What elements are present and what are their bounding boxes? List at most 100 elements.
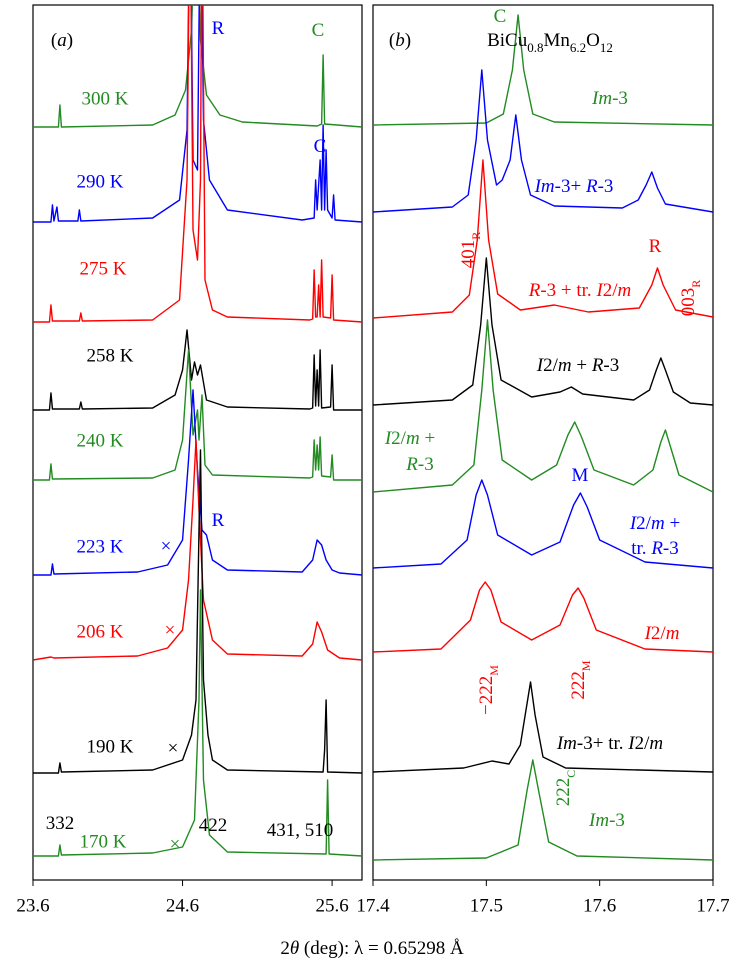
pattern-line: [373, 681, 713, 773]
panel-b-frame: [372, 4, 714, 881]
text-run: +: [420, 428, 435, 449]
series-label: 190 K: [87, 736, 134, 757]
pattern-line: [373, 159, 713, 319]
plot-area: [33, 5, 362, 857]
annotation: R: [212, 510, 225, 531]
pattern-line: [373, 14, 713, 126]
x-tick-label: 17.7: [696, 895, 729, 916]
x-tick-label: 24.6: [166, 895, 199, 916]
text-run: m: [406, 428, 420, 449]
annotation: ×: [161, 536, 172, 557]
annotation: 222C: [553, 770, 577, 807]
text-run: R: [469, 232, 483, 240]
text-run: 6.2: [570, 40, 586, 55]
annotation: R-3 + tr. I2/m: [528, 280, 632, 301]
text-run: R: [591, 355, 604, 376]
annotation: M: [572, 465, 589, 486]
text-run: BiCu: [487, 30, 528, 51]
text-run: R: [212, 18, 225, 39]
text-run: +: [572, 355, 592, 376]
text-run: b: [395, 30, 405, 51]
text-run: R: [528, 280, 541, 301]
text-run: ×: [165, 620, 176, 641]
text-run: 222: [568, 671, 589, 700]
text-run: M: [487, 665, 501, 676]
text-run: m: [558, 355, 572, 376]
x-tick-label: 17.5: [470, 895, 503, 916]
text-run: -3+ tr.: [577, 733, 628, 754]
text-run: M: [572, 465, 589, 486]
text-run: C: [314, 136, 327, 157]
text-run: m: [649, 733, 663, 754]
annotation: 332: [46, 813, 75, 834]
text-run: C: [494, 6, 507, 27]
series-label: 223 K: [77, 536, 124, 557]
annotation: (a): [51, 30, 73, 51]
annotation: 401R: [458, 232, 482, 269]
text-run: 431, 510: [267, 820, 334, 841]
pattern-line: [373, 581, 713, 653]
text-run: -3: [418, 454, 434, 475]
annotation: Im-3: [588, 810, 625, 831]
text-run: M: [579, 660, 593, 671]
series-label: 240 K: [77, 430, 124, 451]
text-run: R: [212, 510, 225, 531]
series-label: 290 K: [77, 171, 124, 192]
annotation: R: [649, 236, 662, 257]
x-tick-label: 17.6: [583, 895, 616, 916]
text-run: 2/: [543, 355, 559, 376]
annotation: I2/m +: [384, 428, 435, 449]
text-run: 2/: [636, 513, 652, 534]
text-run: Mn: [543, 30, 570, 51]
text-run: Im: [534, 176, 555, 197]
text-run: I: [384, 428, 393, 449]
text-run: R: [405, 454, 418, 475]
pattern-line: [33, 389, 362, 576]
text-run: -3: [603, 355, 619, 376]
text-run: O: [586, 30, 600, 51]
text-run: 2/: [391, 428, 407, 449]
text-run: +: [665, 513, 680, 534]
pattern-line: [33, 449, 362, 774]
annotation: C: [494, 6, 507, 27]
pattern-line: [33, 589, 362, 857]
text-run: -3 + tr.: [540, 280, 596, 301]
text-run: -3: [663, 538, 679, 559]
annotation: 003R: [678, 280, 702, 317]
text-run: 12: [600, 40, 613, 55]
text-run: a: [57, 30, 67, 51]
pattern-line: [373, 69, 713, 213]
text-run: R: [585, 176, 598, 197]
pattern-line: [373, 479, 713, 569]
pattern-line: [373, 257, 713, 406]
text-run: m: [618, 280, 632, 301]
annotation: C: [312, 20, 325, 41]
annotation: 431, 510: [267, 820, 334, 841]
x-tick-label: 17.4: [356, 895, 390, 916]
text-run: R: [649, 236, 662, 257]
annotation: R: [212, 18, 225, 39]
panel-a-frame: [32, 4, 363, 881]
text-run: ): [67, 30, 73, 51]
annotation: ×: [168, 738, 179, 759]
text-run: Im: [588, 810, 609, 831]
annotation: Im-3+ tr. I2/m: [556, 733, 663, 754]
text-run: θ: [290, 938, 299, 959]
annotation: ×: [165, 620, 176, 641]
text-run: 2/: [603, 280, 619, 301]
text-run: m: [651, 513, 665, 534]
pattern-line: [33, 349, 362, 481]
annotation: ×: [170, 834, 181, 855]
series-label: 170 K: [80, 831, 127, 852]
text-run: 2/: [635, 733, 651, 754]
plot-area: [373, 14, 713, 861]
text-run: tr.: [631, 538, 651, 559]
text-run: 222: [553, 778, 574, 807]
text-run: 401: [458, 240, 479, 269]
x-tick-label: 25.6: [315, 895, 348, 916]
text-run: I: [644, 623, 653, 644]
text-run: ×: [161, 536, 172, 557]
annotation: −222M: [476, 665, 500, 715]
x-tick-label: 23.6: [16, 895, 49, 916]
